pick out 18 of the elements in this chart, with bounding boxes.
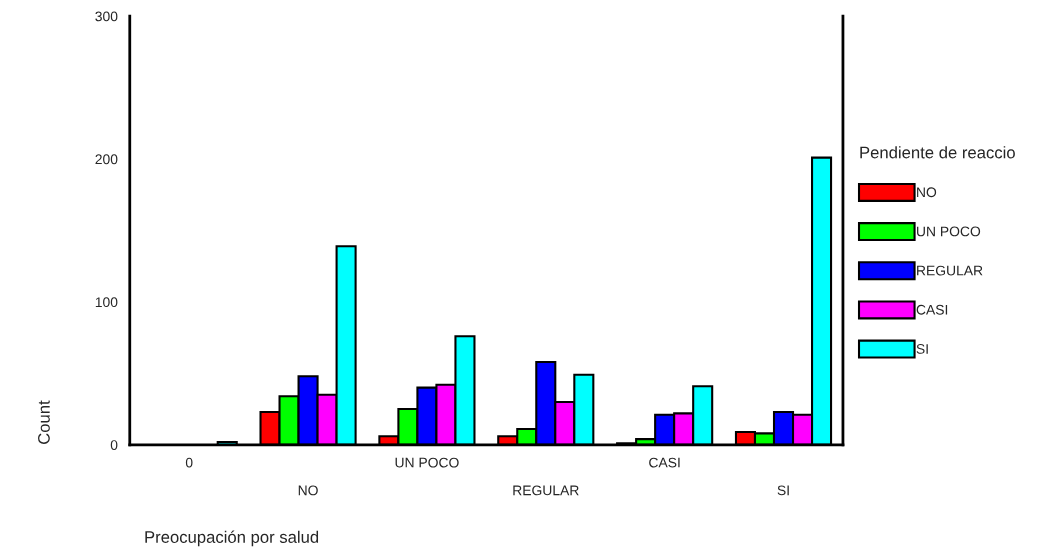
- y-tick-label: 300: [95, 11, 118, 22]
- x-tick-label: UN POCO: [395, 457, 459, 468]
- legend-label: NO: [917, 187, 937, 198]
- y-tick-label: 0: [110, 440, 118, 450]
- x-tick-label: REGULAR: [513, 485, 579, 496]
- x-tick-label: SI: [777, 485, 789, 496]
- legend-title: Pendiente de reaccio: [860, 146, 1015, 159]
- legend-label: UN POCO: [917, 226, 981, 237]
- x-tick-label: CASI: [649, 457, 680, 468]
- legend-label: SI: [916, 343, 928, 354]
- y-tick-label: 100: [95, 297, 118, 308]
- y-tick-label: 200: [95, 154, 118, 165]
- x-axis-title: Preocupación por salud: [145, 530, 319, 547]
- y-axis-title: Count: [38, 400, 50, 444]
- legend-label: REGULAR: [917, 265, 983, 276]
- x-tick-label: 0: [185, 457, 193, 468]
- x-tick-label: NO: [298, 485, 318, 496]
- legend-label: CASI: [916, 304, 948, 315]
